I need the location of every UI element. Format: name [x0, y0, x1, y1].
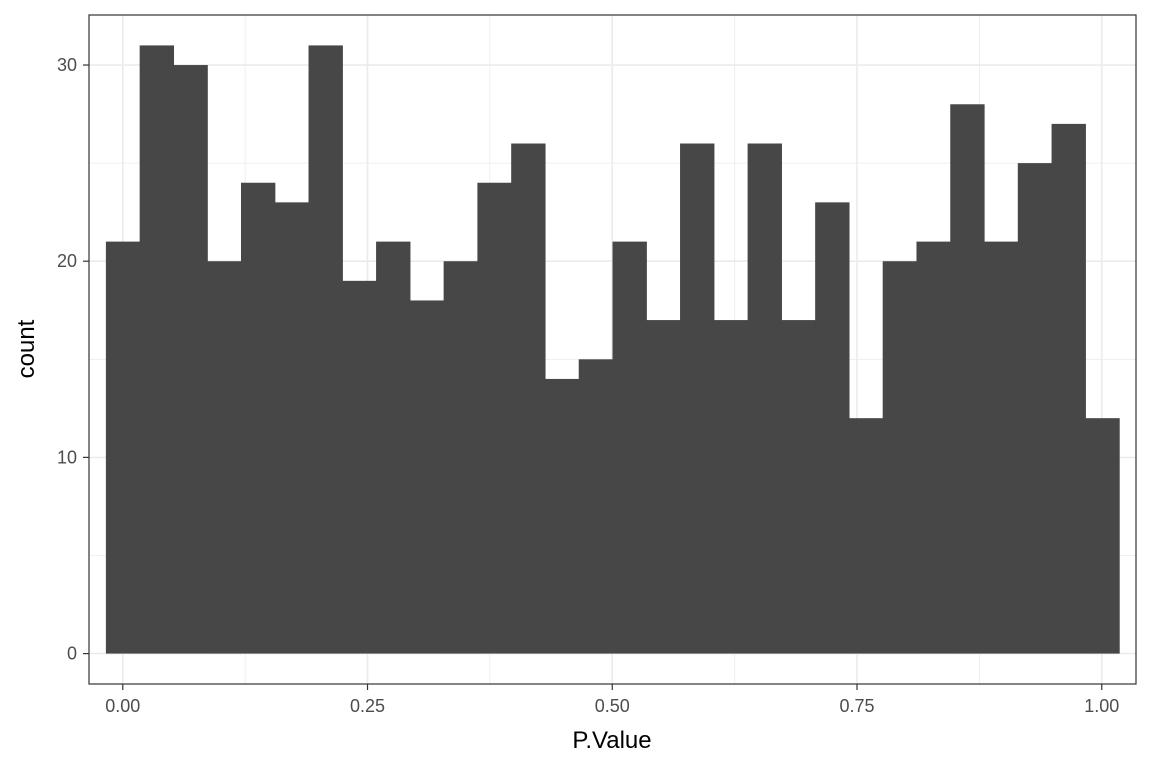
x-axis-title: P.Value [572, 727, 651, 754]
histogram-bar-24 [916, 241, 951, 654]
histogram-bar-3 [207, 261, 242, 654]
histogram-bar-4 [240, 182, 276, 654]
y-tick-label: 0 [67, 644, 77, 664]
histogram-bar-9 [409, 300, 445, 654]
histogram-bar-14 [578, 359, 614, 654]
y-axis: 0 10 20 30 [57, 55, 89, 664]
histogram-bar-29 [1085, 418, 1120, 654]
x-axis: 0.00 0.25 0.50 0.75 1.00 [105, 684, 1119, 716]
y-axis-title: count [13, 319, 40, 378]
y-tick-label: 10 [57, 447, 77, 467]
histogram-bar-5 [274, 202, 310, 654]
histogram-bar-1 [139, 45, 175, 654]
x-tick-label: 0.00 [105, 696, 140, 716]
histogram-bar-6 [308, 45, 343, 654]
histogram-bar-0 [105, 241, 141, 654]
histogram-bar-16 [646, 320, 681, 654]
histogram-bar-13 [544, 378, 580, 654]
histogram-bar-27 [1017, 163, 1053, 654]
histogram-bar-25 [950, 104, 985, 654]
histogram-bar-11 [477, 182, 512, 654]
histogram-bar-26 [984, 241, 1019, 654]
x-tick-label: 1.00 [1084, 696, 1119, 716]
histogram-bar-20 [781, 320, 816, 654]
histogram-bar-8 [376, 241, 411, 654]
histogram-bar-17 [680, 143, 715, 654]
histogram-bar-10 [443, 261, 478, 654]
histogram-bar-12 [511, 143, 546, 654]
histogram-bar-21 [815, 202, 850, 654]
x-tick-label: 0.75 [839, 696, 874, 716]
x-tick-label: 0.25 [350, 696, 385, 716]
histogram-bar-28 [1051, 123, 1086, 654]
histogram-bar-22 [848, 418, 884, 654]
histogram-bar-2 [173, 65, 208, 654]
histogram-bar-19 [747, 143, 782, 654]
y-tick-label: 20 [57, 251, 77, 271]
histogram-bar-15 [612, 241, 647, 654]
histogram-bar-7 [342, 280, 377, 654]
y-tick-label: 30 [57, 55, 77, 75]
histogram-bar-18 [713, 320, 749, 654]
histogram-bars [105, 45, 1120, 654]
histogram-bar-23 [882, 261, 918, 654]
x-tick-label: 0.50 [595, 696, 630, 716]
